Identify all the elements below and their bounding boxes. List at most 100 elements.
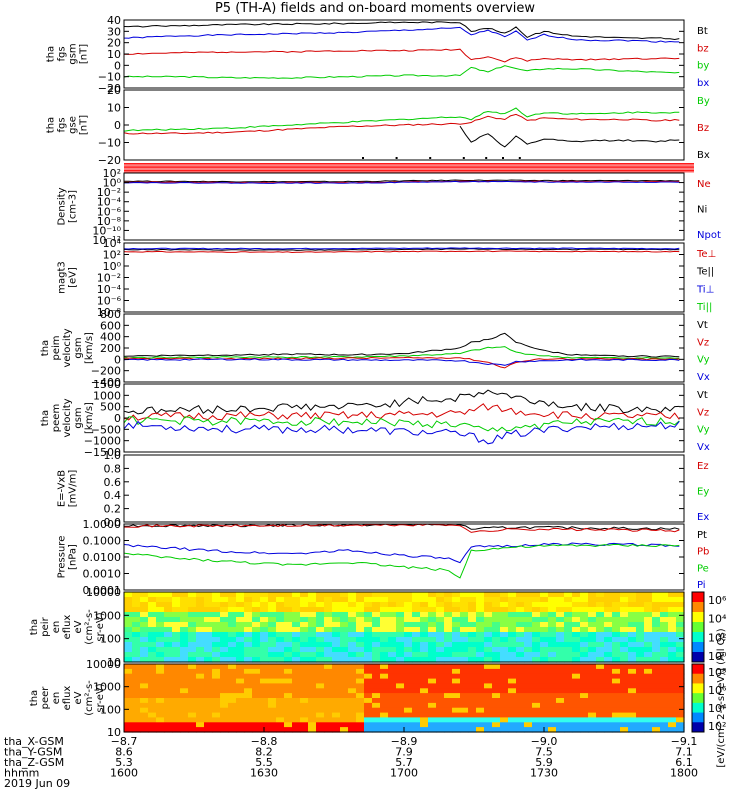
spectrogram-cell [556,698,565,704]
spectrogram-cell [444,712,453,719]
spectrogram-cell [476,657,485,663]
spectrogram-cell [556,592,565,598]
spectrogram-cell [404,637,413,643]
spectrogram-cell [332,642,341,648]
spectrogram-cell [644,668,653,675]
spectrogram-cell [260,597,269,603]
spectrogram-cell [140,673,149,680]
spectrogram-cell [452,673,461,680]
spectrogram-cell [292,657,301,663]
legend-label: Te⊥ [696,249,716,260]
spectrogram-cell [436,712,445,719]
spectrogram-cell [332,627,341,633]
spectrogram-cell [388,678,397,685]
spectrogram-cell [572,592,581,598]
spectrogram-cell [652,607,661,613]
spectrogram-cell [124,717,133,723]
spectrogram-cell [644,707,653,714]
spectrogram-cell [460,607,469,613]
spectrogram-cell [252,612,261,618]
spectrogram-cell [540,617,549,623]
spectrogram-cell [260,678,269,685]
spectrogram-cell [420,698,429,704]
spectrogram-cell [580,642,589,648]
spectrogram-cell [572,617,581,623]
spectrogram-cell [508,592,517,598]
spectrogram-cell [212,632,221,638]
spectrogram-cell [420,717,429,723]
spectrogram-cell [532,652,541,658]
spectrogram-cell [468,693,477,699]
spectrogram-cell [220,717,229,723]
spectrogram-cell [436,688,445,694]
spectrogram-cell [548,657,557,663]
spectrogram-cell [124,693,133,699]
spectrogram-cell [300,652,309,658]
spectrogram-cell [556,622,565,628]
spectrogram-cell [364,617,373,623]
series-line-peem_velocity [123,420,680,445]
y-tick-label: 0.0100 [83,551,122,564]
spectrogram-cell [436,617,445,623]
spectrogram-cell [676,642,685,648]
spectrogram-cell [612,664,621,670]
spectrogram-cell [172,693,181,699]
spectrogram-cell [620,727,629,733]
spectrogram-cell [428,678,437,685]
spectrogram-cell [572,652,581,658]
spectrogram-cell [236,693,245,699]
spectrogram-cell [132,657,141,663]
spectrogram-cell [636,657,645,663]
spectrogram-cell [284,627,293,633]
spectrogram-cell [676,722,685,728]
spectrogram-cell [636,647,645,653]
spectrogram-cell [468,637,477,643]
spectrogram-cell [148,632,157,638]
spectrogram-cell [588,657,597,663]
spectrogram-cell [524,657,533,663]
mode-marker [462,157,465,159]
spectrogram-cell [164,597,173,603]
spectrogram-cell [428,702,437,709]
spectrogram-cell [204,683,213,689]
spectrogram-cell [316,702,325,709]
y-tick-label: 0 [114,59,121,72]
spectrogram-cell [532,722,541,728]
spectrogram-cell [236,683,245,689]
spectrogram-cell [252,607,261,613]
spectrogram-cell [308,592,317,598]
spectrogram-cell [196,722,205,728]
spectrogram-cell [180,622,189,628]
spectrogram-cell [588,707,597,714]
spectrogram-cell [172,592,181,598]
y-tick-label: 400 [100,331,121,344]
spectrogram-cell [236,722,245,728]
spectrogram-cell [188,602,197,608]
colorbar-segment [692,652,704,663]
spectrogram-cell [564,668,573,675]
spectrogram-cell [612,707,621,714]
spectrogram-cell [252,717,261,723]
spectrogram-cell [556,678,565,685]
spectrogram-cell [316,683,325,689]
spectrogram-cell [156,678,165,685]
spectrogram-cell [348,727,357,733]
spectrogram-cell [252,597,261,603]
spectrogram-cell [668,622,677,628]
spectrogram-cell [460,597,469,603]
spectrogram-cell [140,612,149,618]
spectrogram-cell [164,622,173,628]
spectrogram-cell [380,678,389,685]
spectrogram-cell [636,678,645,685]
spectrogram-cell [572,607,581,613]
spectrogram-cell [292,607,301,613]
spectrogram-cell [668,664,677,670]
spectrogram-cell [132,612,141,618]
spectrogram-cell [356,607,365,613]
spectrogram-cell [412,592,421,598]
spectrogram-cell [492,698,501,704]
spectrogram-cell [188,693,197,699]
spectrogram-cell [292,664,301,670]
spectrogram-cell [356,678,365,685]
spectrogram-cell [524,632,533,638]
